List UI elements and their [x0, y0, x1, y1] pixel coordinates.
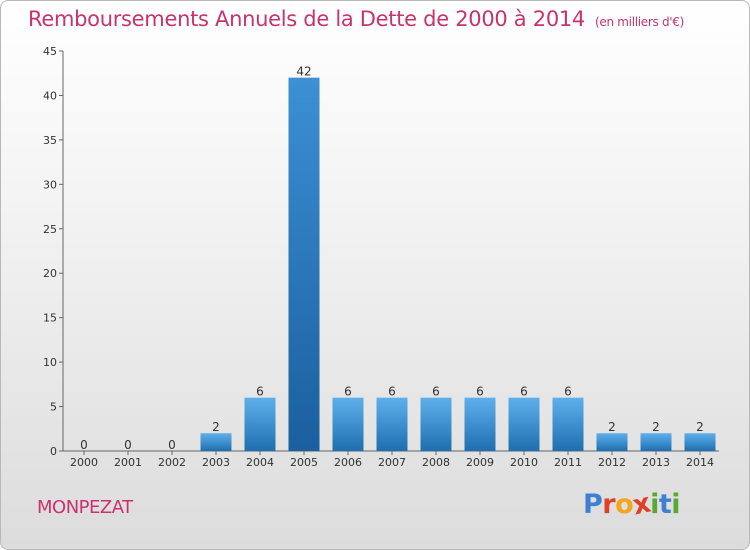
logo-letter: o — [615, 489, 634, 520]
bar — [596, 433, 628, 451]
bar — [684, 433, 716, 451]
bar-value-label: 6 — [476, 385, 484, 399]
value-labels: 0 0 0 2 6 42 6 6 6 6 6 6 2 2 2 — [80, 65, 704, 452]
chart-title: Remboursements Annuels de la Dette de 20… — [28, 7, 684, 31]
bar — [420, 397, 452, 451]
bar-value-label: 2 — [652, 420, 660, 434]
bar-value-label: 2 — [212, 420, 220, 434]
y-tick-label: 20 — [43, 267, 57, 280]
x-tick-label: 2013 — [642, 456, 670, 469]
bar-value-label: 42 — [296, 65, 311, 79]
bar — [288, 77, 320, 452]
proxiti-logo: Proxiti — [583, 488, 681, 522]
chart-title-text: Remboursements Annuels de la Dette de 20… — [28, 7, 585, 31]
x-tick-label: 2005 — [290, 456, 318, 469]
y-tick-label: 40 — [43, 89, 57, 102]
bar-value-label: 6 — [388, 385, 396, 399]
bars — [200, 77, 716, 452]
x-tick-label: 2004 — [246, 456, 274, 469]
bar-value-label: 2 — [696, 420, 704, 434]
commune-name: MONPEZAT — [37, 497, 133, 518]
x-tick-label: 2001 — [114, 456, 142, 469]
logo-letter: i — [671, 489, 681, 520]
y-tick-label: 5 — [50, 401, 57, 414]
bar-value-label: 6 — [520, 385, 528, 399]
x-tick-label: 2006 — [334, 456, 362, 469]
bar — [200, 433, 232, 451]
bar — [244, 397, 276, 451]
x-tick-label: 2003 — [202, 456, 230, 469]
x-tick-label: 2010 — [510, 456, 538, 469]
y-tick-label: 30 — [43, 178, 57, 191]
y-tick-label: 25 — [43, 223, 57, 236]
bar — [376, 397, 408, 451]
logo-letter: r — [602, 489, 616, 520]
x-tick-label: 2002 — [158, 456, 186, 469]
x-tick-label: 2012 — [598, 456, 626, 469]
y-tick-label: 0 — [50, 445, 57, 458]
x-tick-label: 2000 — [70, 456, 98, 469]
bar — [464, 397, 496, 451]
x-tick-label: 2011 — [554, 456, 582, 469]
y-tick-label: 15 — [43, 312, 57, 325]
bar-value-label: 0 — [80, 438, 88, 452]
logo-letter: i — [650, 489, 659, 520]
bar-value-label: 6 — [432, 385, 440, 399]
bar — [508, 397, 540, 451]
chart-subtitle: (en milliers d'€) — [595, 15, 685, 29]
y-tick-label: 45 — [43, 45, 57, 58]
bar-value-label: 0 — [168, 438, 176, 452]
bar-value-label: 0 — [124, 438, 132, 452]
bar-value-label: 6 — [256, 385, 264, 399]
bar — [332, 397, 364, 451]
y-tick-label: 35 — [43, 134, 57, 147]
logo-letter: t — [658, 489, 672, 520]
x-tick-label: 2007 — [378, 456, 406, 469]
bar — [640, 433, 672, 451]
bar-value-label: 6 — [564, 385, 572, 399]
x-tick-label: 2008 — [422, 456, 450, 469]
x-tick-label: 2009 — [466, 456, 494, 469]
x-tick-label: 2014 — [686, 456, 714, 469]
bar-value-label: 2 — [608, 420, 616, 434]
bar-value-label: 6 — [344, 385, 352, 399]
y-tick-label: 10 — [43, 356, 57, 369]
bar — [552, 397, 584, 451]
logo-letter: P — [583, 489, 603, 520]
